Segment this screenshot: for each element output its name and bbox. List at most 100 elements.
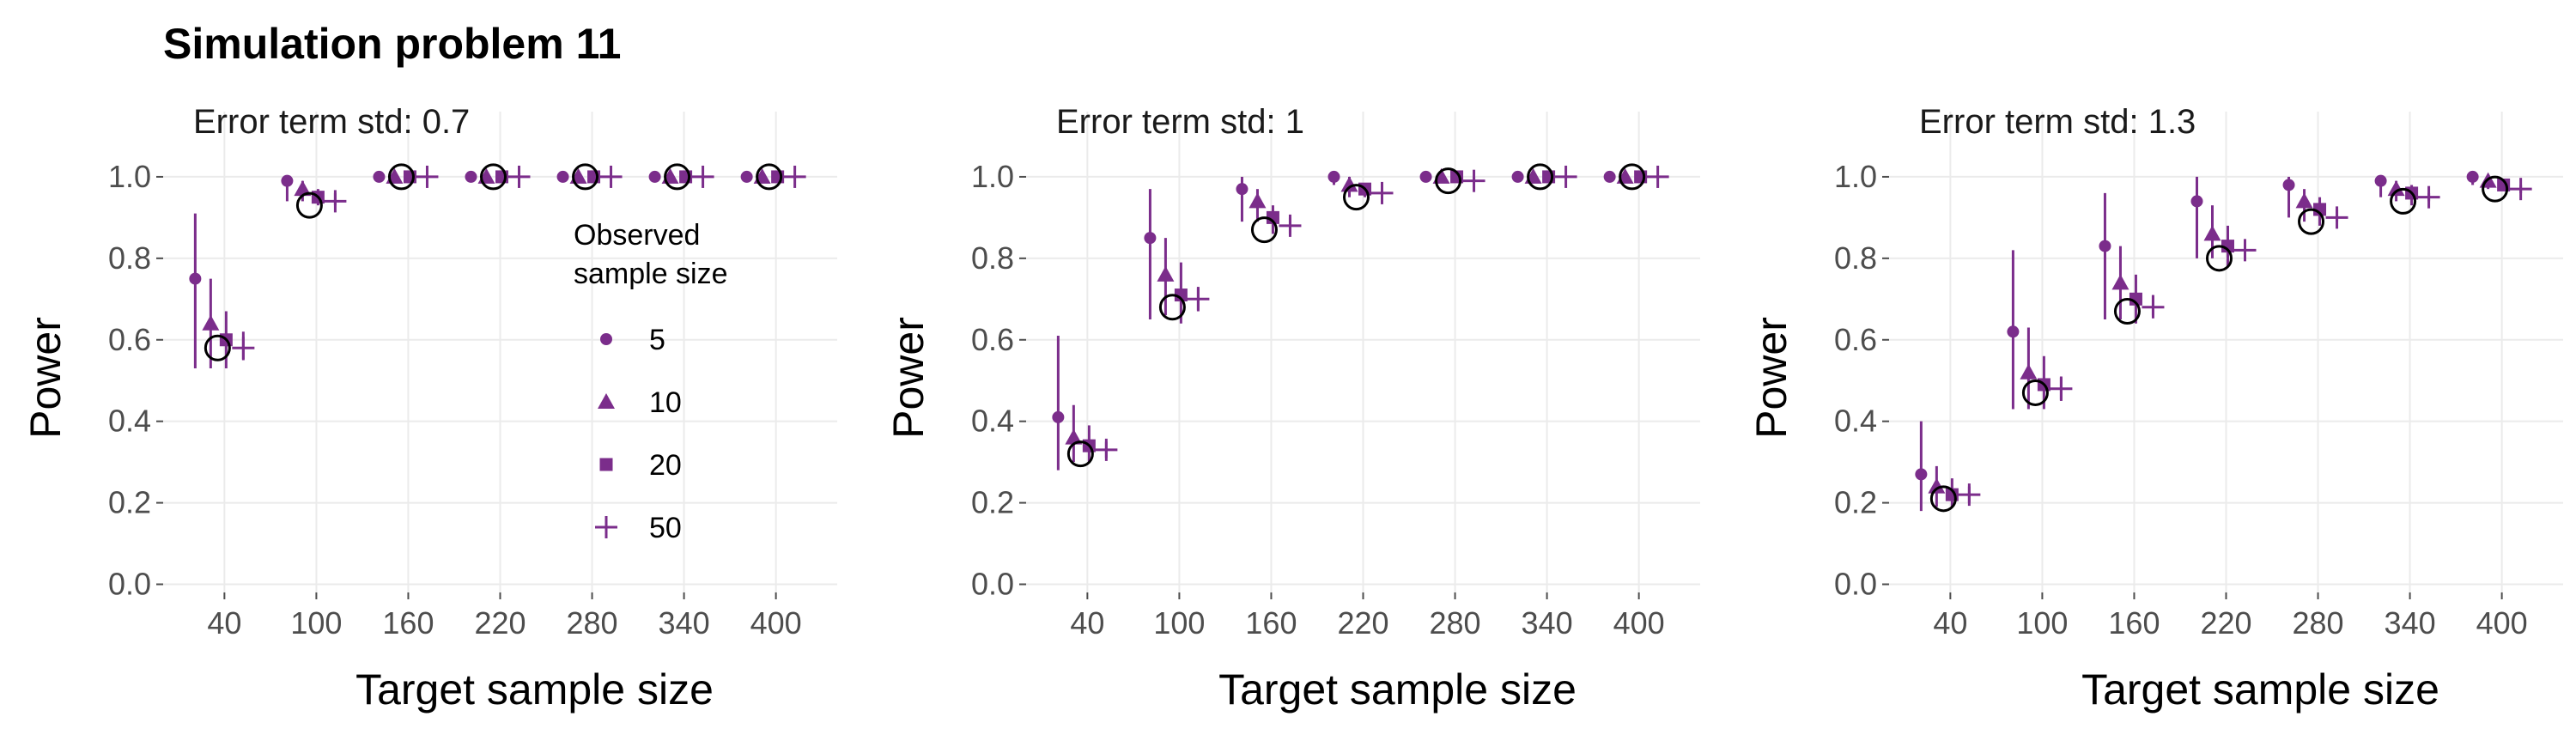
data-point-circle	[1603, 170, 1616, 183]
data-point-circle	[281, 174, 294, 187]
y-tick-label: 0.6	[108, 322, 151, 357]
reference-point	[1343, 184, 1370, 211]
y-tick-label: 0.8	[1834, 240, 1877, 276]
y-axis-title: Power	[1747, 317, 1795, 439]
data-point-circle	[2099, 240, 2111, 252]
reference-point	[572, 163, 599, 191]
y-tick-label: 0.8	[971, 240, 1014, 276]
data-point-plus	[691, 165, 714, 188]
data-point-triangle	[202, 314, 220, 331]
x-axis-title: Target sample size	[355, 665, 714, 714]
figure-title: Simulation problem 11	[163, 20, 621, 68]
data-point-plus	[1279, 214, 1302, 237]
panel-3: Error term std: 1.3 0.0 0.2 0.4 0.6 0.8 1.0 40 1…	[1747, 103, 2563, 714]
series-20	[1082, 170, 1648, 463]
data-point-plus	[2050, 377, 2073, 400]
legend-label: 10	[649, 386, 682, 419]
x-tick-label: 280	[1430, 605, 1481, 641]
x-tick-label: 280	[2293, 605, 2344, 641]
legend: Observed sample size 5 10 20 50	[574, 219, 728, 544]
y-tick-label: 1.0	[971, 159, 1014, 194]
legend-label: 5	[649, 324, 665, 356]
x-tick-label: 160	[1245, 605, 1297, 641]
y-tick-label: 0.4	[971, 404, 1014, 439]
x-tick-label: 340	[659, 605, 710, 641]
data-point-plus	[1370, 181, 1394, 204]
x-tick-label: 100	[1153, 605, 1205, 641]
data-point-plus	[2325, 206, 2348, 229]
y-tick-label: 1.0	[108, 159, 151, 194]
data-point-circle	[2374, 174, 2387, 187]
data-point-square	[2221, 240, 2234, 253]
x-tick-label: 40	[207, 605, 241, 641]
x-tick-label: 160	[382, 605, 434, 641]
facet-label: Error term std: 1	[1056, 103, 1304, 141]
data-point-circle	[1327, 170, 1340, 183]
legend-key-triangle	[598, 393, 615, 409]
legend-key-circle	[600, 333, 612, 345]
x-tick-label: 400	[1613, 605, 1665, 641]
facet-label: Error term std: 0.7	[193, 103, 470, 141]
data-point-triangle	[1065, 428, 1083, 445]
panel-1: Error term std: 0.7 0.0 0.2 0.4 0.6 0.8 1.0 40 1…	[21, 103, 837, 714]
data-point-circle	[1915, 468, 1928, 481]
legend-entry-50: 50	[595, 512, 682, 544]
data-point-circle	[1511, 170, 1524, 183]
series-5	[1052, 170, 1616, 471]
reference-series	[204, 163, 783, 361]
data-point-square	[1174, 288, 1188, 302]
series-5	[1915, 170, 2479, 512]
legend-title-line1: Observed	[574, 219, 700, 252]
facet-label: Error term std: 1.3	[1919, 103, 2196, 141]
data-point-plus	[1187, 288, 1210, 311]
data-point-circle	[189, 272, 202, 285]
data-point-plus	[507, 165, 531, 188]
y-tick-label: 1.0	[1834, 159, 1877, 194]
reference-point	[204, 334, 231, 361]
data-point-circle	[2282, 179, 2295, 191]
data-point-triangle	[1157, 265, 1175, 282]
data-point-triangle	[2020, 363, 2038, 380]
reference-point	[2390, 187, 2417, 215]
legend-key-square	[599, 458, 613, 471]
data-point-circle	[1236, 183, 1249, 196]
data-point-plus	[783, 165, 806, 188]
reference-point	[664, 163, 691, 191]
x-tick-label: 40	[1933, 605, 1967, 641]
data-point-plus	[324, 190, 347, 213]
reference-point	[1158, 294, 1186, 321]
x-axis-title: Target sample size	[2081, 665, 2439, 714]
y-tick-label: 0.4	[108, 404, 151, 439]
legend-entry-5: 5	[600, 324, 665, 356]
reference-point	[756, 163, 783, 191]
reference-point	[2298, 208, 2325, 235]
x-tick-label: 340	[1522, 605, 1573, 641]
legend-label: 50	[649, 512, 682, 544]
legend-label: 20	[649, 449, 682, 482]
y-axis-title: Power	[884, 317, 933, 439]
data-point-triangle	[294, 180, 312, 197]
x-tick-label: 100	[2016, 605, 2068, 641]
data-point-circle	[556, 170, 569, 183]
data-point-triangle	[2387, 180, 2405, 197]
data-point-triangle	[2295, 192, 2313, 209]
data-point-plus	[599, 165, 623, 188]
legend-entry-20: 20	[599, 449, 682, 482]
y-tick-label: 0.0	[1834, 567, 1877, 602]
data-point-circle	[1144, 232, 1157, 245]
reference-point	[1066, 440, 1094, 468]
reference-point	[1527, 163, 1554, 191]
y-tick-label: 0.2	[1834, 485, 1877, 520]
series-50	[1958, 178, 2532, 507]
x-tick-label: 340	[2385, 605, 2436, 641]
y-tick-label: 0.0	[108, 567, 151, 602]
reference-series	[1066, 163, 1646, 468]
y-tick-label: 0.2	[971, 485, 1014, 520]
data-point-circle	[2466, 170, 2479, 183]
reference-point	[295, 191, 323, 219]
y-tick-label: 0.4	[1834, 404, 1877, 439]
reference-point	[2021, 379, 2049, 406]
x-tick-label: 100	[290, 605, 342, 641]
data-point-square	[2313, 203, 2327, 216]
